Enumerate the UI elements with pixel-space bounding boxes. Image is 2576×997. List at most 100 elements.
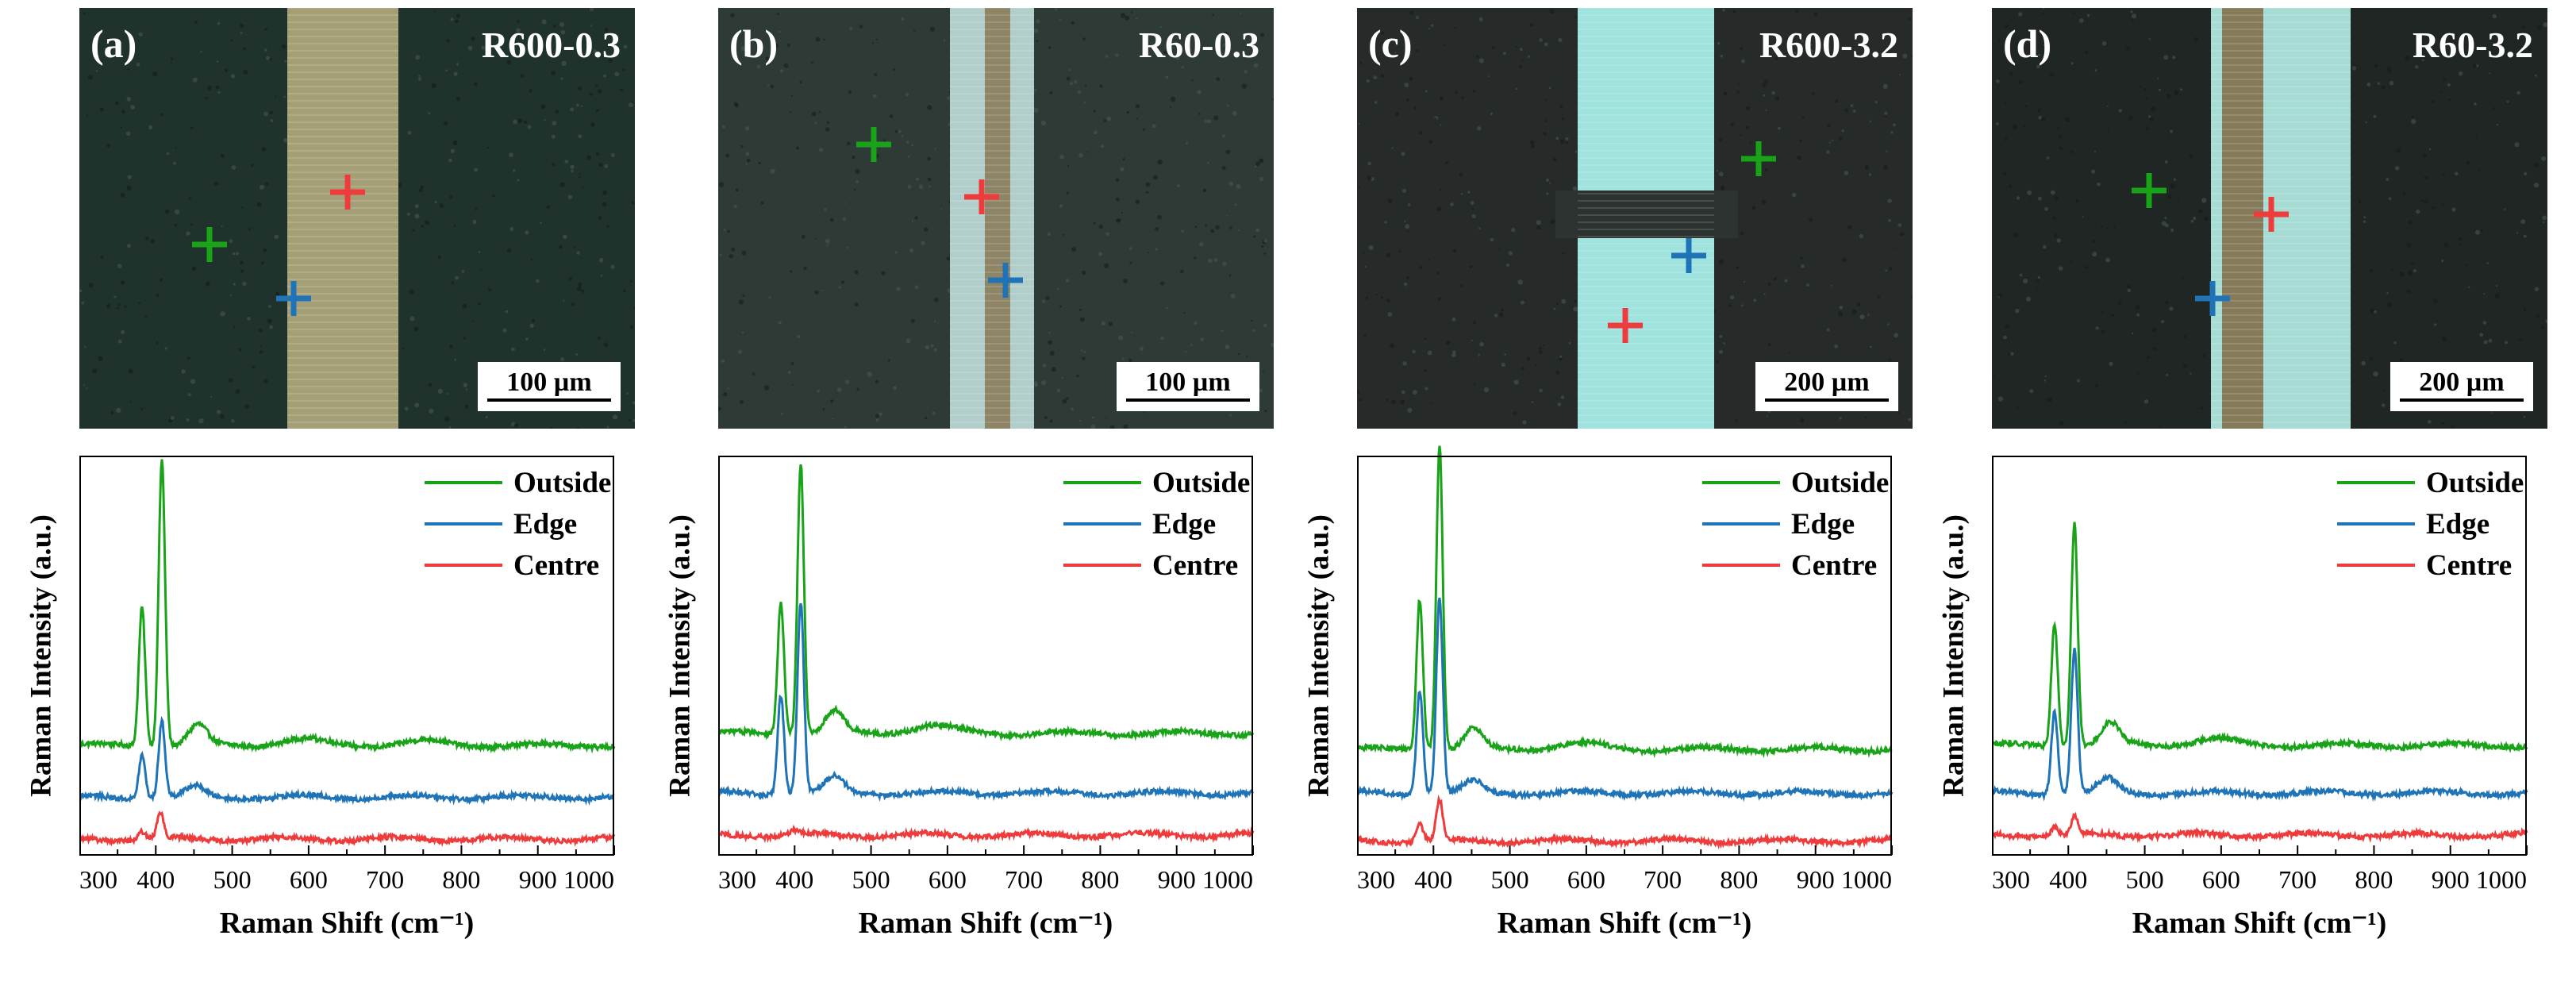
scale-bar-label: 100 µm [506,368,591,397]
x-tick-label: 1000 [1202,865,1253,894]
x-tick-label: 600 [290,865,328,894]
panel-letter: (b) [729,21,778,66]
track-striations [950,8,1034,423]
legend-label-outside: Outside [513,467,611,499]
x-tick-label: 800 [1720,865,1758,894]
marker-edge [2195,281,2230,316]
x-tick-label: 500 [2126,865,2164,894]
scale-bar-label: 200 µm [2419,368,2504,397]
raman-plot-c: 300 400 500 600 700 800 900 1000 Raman Shift (cm… [1303,445,1976,997]
legend-label-outside: Outside [1791,467,1889,499]
series-line-centre [1357,794,1893,850]
series-line-edge [718,602,1255,803]
scale-bar-box [478,362,621,411]
micrograph-b: (b) R60-0.3 100 µm [718,8,1274,429]
series-line-outside [718,464,1255,742]
x-tick-label: 900 [1797,865,1835,894]
marker-outside [856,127,891,162]
legend-label-centre: Centre [1791,549,1877,582]
x-tick-label: 400 [2049,865,2087,894]
raman-plot-b: 300 400 500 600 700 800 900 1000 Raman Shift (cm… [664,445,1337,997]
sample-label: R600-3.2 [1759,25,1898,65]
electrode-damage [2222,8,2263,429]
series-line-outside [79,459,616,754]
scale-bar-label: 100 µm [1145,368,1230,397]
x-tick-label: 800 [1081,865,1119,894]
x-tick-label: 900 [2432,865,2470,894]
series-line-edge [1357,597,1894,803]
scale-bar-box [1755,362,1898,411]
raman-plot-a: 300 400 500 600 700 800 900 1000 Raman Shift (cm… [25,445,698,997]
x-tick-label: 700 [366,865,404,894]
micrograph-a: (a) R600-0.3 100 µm [79,8,635,429]
x-tick-label: 300 [1992,865,2030,894]
x-tick-label: 1000 [1841,865,1892,894]
marker-edge [1671,238,1706,273]
legend-label-outside: Outside [1152,467,1250,499]
legend-label-edge: Edge [2426,508,2489,541]
legend-label-edge: Edge [513,508,577,541]
panel-letter: (d) [2003,21,2051,66]
marker-centre [330,175,365,210]
panel-d: (d) R60-3.2 200 µm 300 400 500 600 700 800 900 10… [1938,0,2576,997]
x-tick-label: 500 [852,865,890,894]
x-tick-label: 1000 [563,865,614,894]
raman-plot-d: 300 400 500 600 700 800 900 1000 Raman Shift (cm… [1938,445,2576,997]
y-axis-label-text: Raman Intensity (a.u.) [1302,514,1336,797]
x-tick-label: 1000 [2476,865,2527,894]
marker-edge [276,281,311,316]
legend-label-outside: Outside [2426,467,2524,499]
sample-label: R600-0.3 [482,25,621,65]
track-striations [287,8,398,423]
sample-label: R60-0.3 [1139,25,1259,65]
marker-outside [2132,173,2167,208]
x-tick-label: 800 [2355,865,2393,894]
series-line-centre [79,810,616,848]
y-axis-label-text: Raman Intensity (a.u.) [25,514,58,797]
electrode-track [287,8,398,429]
panel-letter: (c) [1368,21,1413,66]
x-tick-label: 600 [1567,865,1605,894]
x-tick-label: 700 [1644,865,1682,894]
x-axis-label: Raman Shift (cm⁻¹) [1498,907,1752,940]
micrograph-c: (c) R600-3.2 200 µm [1357,8,1913,429]
marker-centre [964,179,999,214]
panel-c: (c) R600-3.2 200 µm 300 400 500 600 700 800 900 1… [1303,0,1976,997]
x-tick-label: 500 [213,865,252,894]
scale-bar-box [2390,362,2533,411]
y-axis-label-text: Raman Intensity (a.u.) [663,514,697,797]
x-tick-label: 600 [929,865,967,894]
x-tick-label: 400 [775,865,813,894]
x-axis-label: Raman Shift (cm⁻¹) [859,907,1113,940]
panel-letter: (a) [90,21,136,66]
x-tick-label: 300 [79,865,117,894]
x-axis-label: Raman Shift (cm⁻¹) [220,907,475,940]
x-axis-label: Raman Shift (cm⁻¹) [2132,907,2387,940]
legend-label-centre: Centre [513,549,599,582]
series-line-outside [1357,445,1893,759]
x-tick-label: 900 [519,865,557,894]
marker-outside [192,227,227,262]
legend-label-edge: Edge [1791,508,1855,541]
marker-centre [1608,308,1643,343]
x-tick-label: 900 [1158,865,1196,894]
marker-outside [1741,141,1776,176]
x-tick-label: 500 [1491,865,1529,894]
legend-label-centre: Centre [2426,549,2512,582]
series-line-outside [1992,522,2528,753]
x-tick-label: 300 [718,865,756,894]
series-line-centre [718,824,1255,844]
x-tick-label: 300 [1357,865,1395,894]
x-tick-label: 600 [2202,865,2240,894]
electrode-damage [985,8,1010,429]
series-line-centre [1992,811,2528,844]
sample-label: R60-3.2 [2413,25,2533,65]
x-tick-label: 400 [1414,865,1452,894]
x-tick-label: 800 [442,865,480,894]
x-tick-label: 700 [1005,865,1043,894]
track-striations [2211,8,2351,423]
legend-label-edge: Edge [1152,508,1216,541]
x-tick-label: 700 [2278,865,2316,894]
marker-edge [988,263,1023,298]
panel-b: (b) R60-0.3 100 µm 300 400 500 600 700 800 900 10… [664,0,1337,997]
